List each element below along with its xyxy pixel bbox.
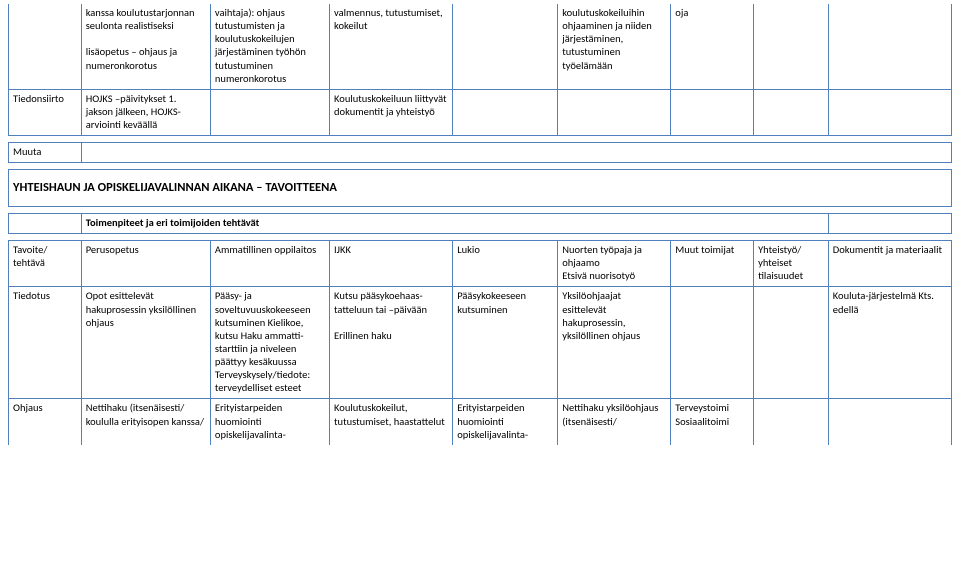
cell: Pääsy- ja soveltuvuuskokeeseen kutsumine… [210,287,329,399]
header-cell: Muut toimijat [671,241,754,287]
table-row: Muuta [9,143,952,163]
cell: valmennus, tutustumiset, kokeilut [330,4,453,89]
table-row: Tiedotus Opot esittelevät hakuprosessin … [9,287,952,399]
header-cell: Nuorten työpaja ja ohjaamo Etsivä nuoris… [558,241,671,287]
header-cell: Lukio [453,241,558,287]
header-cell: Ammatillinen oppilaitos [210,241,329,287]
cell [210,89,329,135]
header-cell: Tavoite/ tehtävä [9,241,82,287]
cell-rowlabel: Tiedotus [9,287,82,399]
cell [453,89,558,135]
page: kanssa koulutustarjonnan seulonta realis… [0,0,960,453]
cell: Erityistarpeiden huomiointi opiskelijava… [210,399,329,445]
cell: Opot esittelevät hakuprosessin yksilölli… [81,287,210,399]
cell [558,89,671,135]
subheading-table: Toimenpiteet ja eri toimijoiden tehtävät [8,213,952,234]
cell: Pääsykokeeseen kutsuminen [453,287,558,399]
cell: Erityistarpeiden huomiointi opiskelijava… [453,399,558,445]
table-row: kanssa koulutustarjonnan seulonta realis… [9,4,952,89]
table-row: Tiedonsiirto HOJKS –päivitykset 1. jakso… [9,89,952,135]
cell: Terveystoimi Sosiaalitoimi [671,399,754,445]
cell: Kouluta-järjestelmä Kts. edellä [828,287,951,399]
cell-rowlabel: Ohjaus [9,399,82,445]
cell [671,89,754,135]
header-cell: IJKK [330,241,453,287]
section-heading-table: YHTEISHAUN JA OPISKELIJAVALINNAN AIKANA … [8,169,952,207]
cell [754,287,829,399]
cell: HOJKS –päivitykset 1. jakson jälkeen, HO… [81,89,210,135]
header-cell: Perusopetus [81,241,210,287]
cell-blank [9,213,82,233]
cell: vaihtaja): ohjaus tutustumisten ja koulu… [210,4,329,89]
cell-rowlabel: Tiedonsiirto [9,89,82,135]
cell [828,89,951,135]
cell: Koulutuskokeilut, tutustumiset, haastatt… [330,399,453,445]
table-header-row: Tavoite/ tehtävä Perusopetus Ammatilline… [9,241,952,287]
cell [453,4,558,89]
header-cell: Dokumentit ja materiaalit [828,241,951,287]
cell: Kutsu pääsykoehaas-tatteluun tai –päivää… [330,287,453,399]
section-heading: YHTEISHAUN JA OPISKELIJAVALINNAN AIKANA … [9,170,952,207]
cell: Koulutuskokeiluun liittyvät dokumentit j… [330,89,453,135]
cell [754,4,829,89]
sub-heading: Toimenpiteet ja eri toimijoiden tehtävät [81,213,828,233]
top-table: kanssa koulutustarjonnan seulonta realis… [8,4,952,136]
cell: Nettihaku (itsenäisesti/ koululla erityi… [81,399,210,445]
cell: Nettihaku yksilöohjaus (itsenäisesti/ [558,399,671,445]
cell: oja [671,4,754,89]
cell-muuta-label: Muuta [9,143,82,163]
cell-blank [828,213,951,233]
cell: kanssa koulutustarjonnan seulonta realis… [81,4,210,89]
table-row: Toimenpiteet ja eri toimijoiden tehtävät [9,213,952,233]
main-table: Tavoite/ tehtävä Perusopetus Ammatilline… [8,240,952,445]
cell [9,4,82,89]
cell: Yksilöohjaajat esittelevät hakuprosessin… [558,287,671,399]
cell [671,287,754,399]
cell [828,399,951,445]
cell [754,89,829,135]
cell [828,4,951,89]
cell-muuta-body [81,143,951,163]
table-row: Ohjaus Nettihaku (itsenäisesti/ koululla… [9,399,952,445]
cell [754,399,829,445]
muuta-table: Muuta [8,142,952,163]
header-cell: Yhteistyö/ yhteiset tilaisuudet [754,241,829,287]
cell: koulutuskokeiluihin ohjaaminen ja niiden… [558,4,671,89]
